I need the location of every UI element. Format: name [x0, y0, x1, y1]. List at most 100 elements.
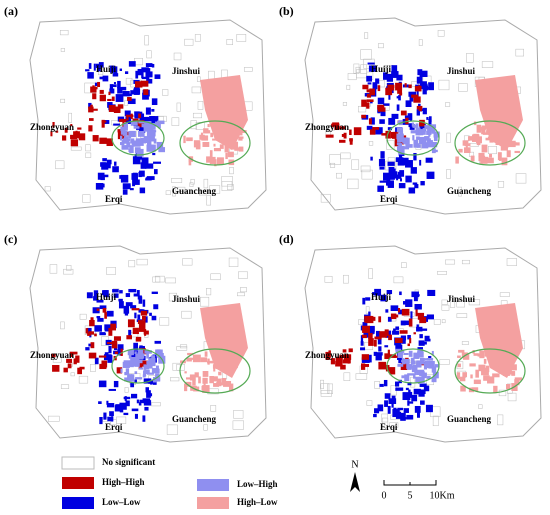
low-high-cluster [128, 353, 132, 359]
high-low-cluster [509, 142, 517, 145]
low-high-cluster [397, 363, 404, 367]
low-low-cluster [426, 171, 435, 179]
high-high-cluster [99, 363, 107, 370]
high-low-cluster [187, 357, 195, 360]
high-low-cluster [483, 375, 490, 381]
low-high-cluster [402, 145, 405, 153]
region [125, 77, 133, 85]
high-high-cluster [79, 366, 85, 370]
high-low-cluster [502, 370, 510, 376]
low-high-cluster [419, 357, 425, 365]
high-low-cluster [486, 130, 493, 134]
low-low-cluster [88, 102, 92, 109]
low-low-cluster [139, 187, 146, 194]
low-low-cluster [113, 123, 120, 126]
region [368, 141, 374, 146]
high-high-cluster [75, 355, 80, 363]
high-high-cluster [108, 105, 116, 112]
highlight-ellipse [179, 120, 251, 166]
low-low-cluster [134, 87, 140, 95]
low-high-cluster [143, 136, 150, 144]
high-low-cluster [198, 376, 201, 384]
region [172, 186, 176, 197]
region [432, 415, 439, 427]
high-low-cluster [183, 135, 186, 144]
region [116, 416, 127, 424]
low-high-cluster [403, 137, 410, 145]
high-low-cluster [455, 156, 459, 164]
high-low-cluster [229, 383, 234, 392]
low-low-cluster [400, 320, 406, 326]
region [226, 39, 233, 45]
high-high-cluster [55, 130, 59, 133]
high-high-cluster [368, 338, 374, 346]
high-high-cluster [361, 99, 367, 107]
high-high-cluster [106, 342, 113, 345]
low-low-cluster [377, 404, 384, 412]
low-high-cluster [127, 349, 134, 356]
low-low-cluster [392, 172, 397, 177]
low-low-cluster [387, 161, 395, 166]
high-high-cluster [106, 138, 113, 147]
region [441, 319, 446, 324]
region [177, 186, 186, 192]
low-low-cluster [407, 335, 411, 340]
low-low-cluster [418, 108, 426, 112]
high-high-cluster [335, 360, 343, 367]
low-low-cluster [122, 189, 128, 195]
region [221, 176, 233, 187]
high-high-cluster [117, 104, 124, 109]
high-low-cluster [478, 152, 485, 158]
high-high-cluster [77, 127, 82, 130]
low-high-cluster [149, 135, 155, 142]
high-high-cluster [90, 342, 95, 349]
high-high-cluster [328, 350, 331, 358]
low-low-cluster [396, 158, 403, 161]
high-low-cluster [185, 377, 194, 380]
high-high-cluster [377, 107, 386, 112]
low-high-cluster [124, 371, 128, 376]
low-low-cluster [393, 407, 397, 416]
region [497, 414, 504, 426]
high-low-cluster [475, 75, 523, 150]
low-high-cluster [125, 368, 130, 375]
low-low-cluster [405, 160, 413, 168]
low-low-cluster [106, 159, 112, 165]
region [377, 43, 384, 49]
low-low-cluster [137, 68, 142, 76]
low-low-cluster [123, 305, 130, 314]
panel-label: (b) [279, 4, 294, 18]
low-low-cluster [125, 302, 133, 307]
region [381, 413, 388, 423]
low-low-cluster [395, 387, 404, 391]
high-low-cluster [481, 144, 488, 153]
low-low-cluster [143, 316, 148, 323]
region [48, 415, 60, 422]
low-low-cluster [104, 324, 111, 330]
high-low-cluster [506, 133, 510, 139]
low-high-cluster [428, 130, 431, 137]
low-low-cluster [121, 86, 127, 91]
high-high-cluster [92, 93, 97, 100]
low-low-cluster [145, 63, 153, 68]
high-low-cluster [485, 137, 490, 141]
high-high-cluster [414, 85, 422, 92]
region [343, 372, 351, 381]
low-low-cluster [416, 90, 419, 98]
low-low-cluster [118, 301, 124, 309]
low-high-cluster [130, 138, 135, 144]
region [146, 50, 152, 59]
high-high-cluster [117, 131, 126, 140]
low-low-cluster [375, 353, 382, 361]
legend-swatch [197, 497, 229, 509]
high-low-cluster [226, 366, 233, 372]
low-low-cluster [131, 351, 139, 359]
region [165, 277, 176, 284]
low-high-cluster [415, 377, 424, 383]
high-low-cluster [224, 354, 233, 357]
high-low-cluster [456, 372, 461, 380]
highlight-ellipse [386, 120, 440, 156]
high-low-cluster [202, 141, 210, 147]
high-high-cluster [364, 363, 370, 367]
high-low-cluster [206, 156, 211, 163]
